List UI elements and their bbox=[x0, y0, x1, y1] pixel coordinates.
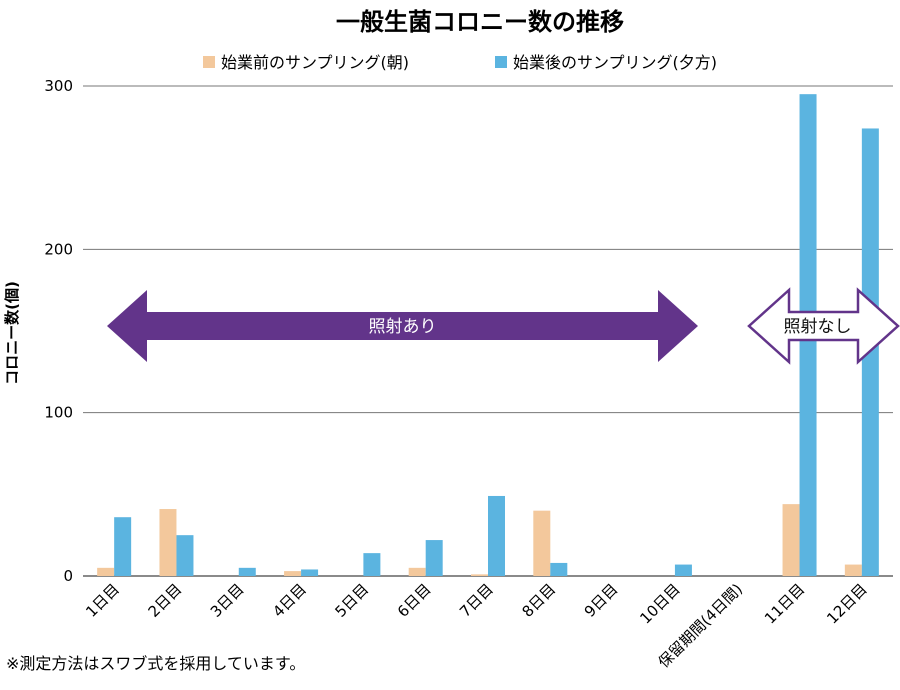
x-tick-label: 4日目 bbox=[269, 580, 310, 621]
y-axis-label: コロニー数(個) bbox=[3, 281, 21, 385]
legend-swatch-morning bbox=[203, 56, 215, 68]
y-tick-label: 0 bbox=[63, 567, 73, 585]
bar-morning bbox=[533, 510, 551, 576]
bar-morning bbox=[844, 564, 862, 576]
bar-evening bbox=[176, 535, 194, 576]
x-tick-label: 10日目 bbox=[636, 580, 683, 627]
bar-morning bbox=[782, 504, 800, 576]
x-tick-label: 5日目 bbox=[332, 580, 373, 621]
bar-evening bbox=[301, 569, 319, 576]
x-tick-label: 2日目 bbox=[145, 580, 186, 621]
x-tick-label: 8日目 bbox=[518, 580, 559, 621]
legend-swatch-evening bbox=[495, 56, 507, 68]
bar-morning bbox=[284, 571, 302, 576]
legend-label-evening: 始業後のサンプリング(夕方) bbox=[513, 53, 717, 72]
legend-label-morning: 始業前のサンプリング(朝) bbox=[221, 53, 409, 72]
bar-evening bbox=[363, 553, 381, 576]
bar-evening bbox=[114, 517, 132, 576]
bar-morning bbox=[159, 509, 177, 576]
bar-evening bbox=[550, 562, 568, 576]
x-tick-label: 3日目 bbox=[207, 580, 248, 621]
bar-morning bbox=[97, 567, 115, 576]
x-tick-label: 9日目 bbox=[581, 580, 622, 621]
bar-morning bbox=[408, 567, 426, 576]
bar-evening bbox=[674, 564, 692, 576]
annotation-irradiation-on: 照射あり bbox=[369, 317, 437, 337]
bar-evening bbox=[488, 495, 505, 576]
arrow-irradiation-on bbox=[107, 290, 698, 362]
chart-title: 一般生菌コロニー数の推移 bbox=[336, 8, 624, 36]
x-tick-label: 12日目 bbox=[823, 580, 870, 627]
y-tick-label: 100 bbox=[44, 404, 73, 422]
x-tick-label: 7日目 bbox=[456, 580, 497, 621]
bar-morning bbox=[471, 574, 488, 576]
bar-evening bbox=[238, 567, 256, 576]
x-tick-label: 1日目 bbox=[82, 580, 123, 621]
x-tick-label: 6日目 bbox=[394, 580, 435, 621]
legend: 始業前のサンプリング(朝) 始業後のサンプリング(夕方) bbox=[203, 53, 717, 72]
y-tick-label: 200 bbox=[44, 240, 73, 258]
bar-evening bbox=[425, 540, 443, 576]
annotations: 照射あり 照射なし bbox=[107, 287, 900, 365]
annotation-irradiation-off: 照射なし bbox=[784, 317, 852, 337]
x-tick-label: 11日目 bbox=[761, 580, 808, 627]
footnote: ※測定方法はスワブ式を採用しています。 bbox=[6, 654, 305, 673]
y-tick-label: 300 bbox=[44, 77, 73, 95]
arrow-irradiation-off bbox=[747, 287, 900, 365]
